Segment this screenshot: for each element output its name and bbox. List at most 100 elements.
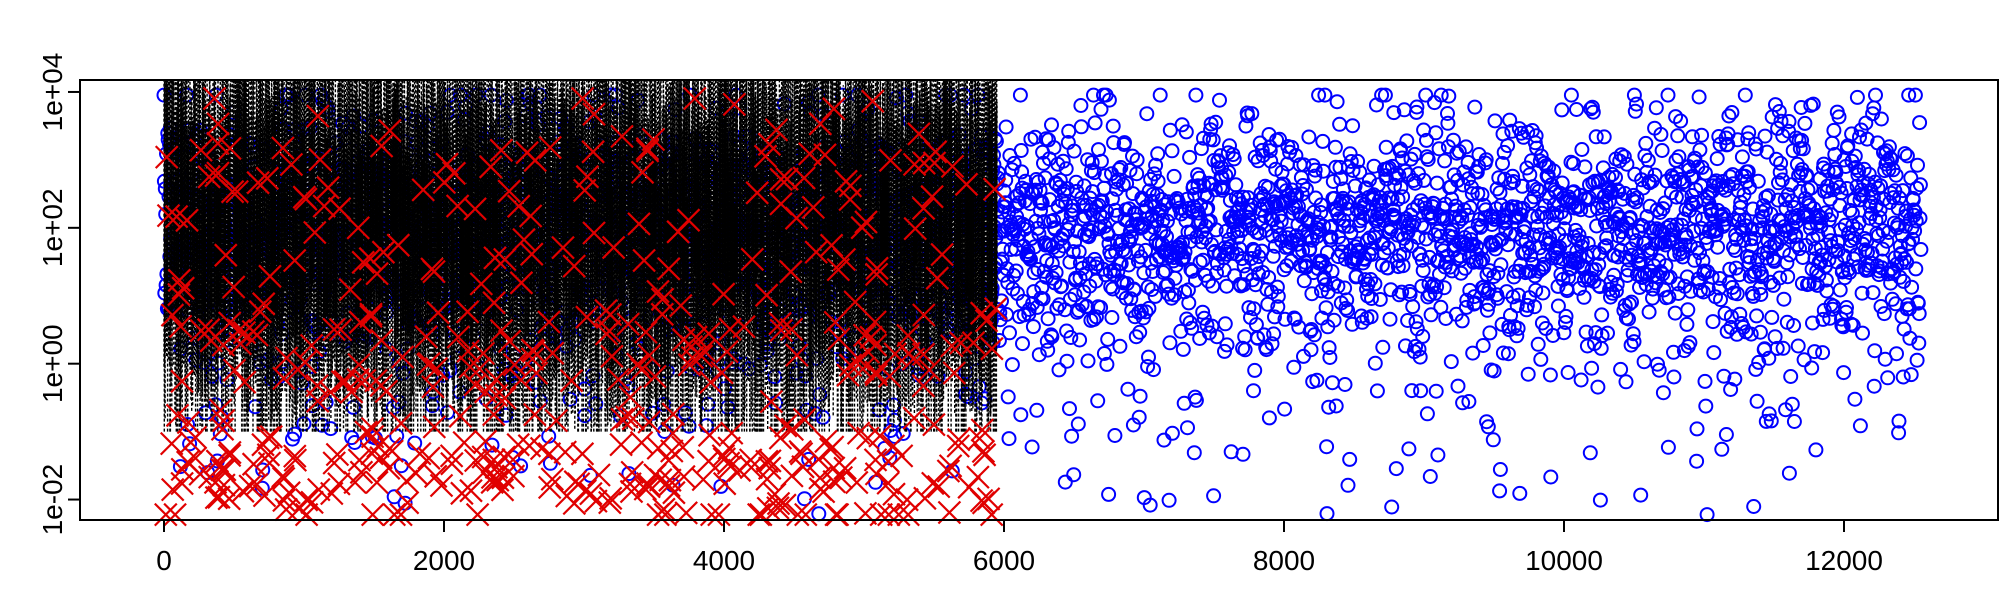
circle-point [1914,178,1927,191]
circle-point [1263,411,1276,424]
circle-point [578,409,591,422]
circle-point [1494,463,1507,476]
circle-point [1342,479,1355,492]
circle-point [1881,371,1894,384]
circle-point [1045,118,1058,131]
circle-point [1805,362,1818,375]
circle-point [1003,432,1016,445]
circle-point [1442,90,1455,103]
circle-point [1346,119,1359,132]
circle-point [1662,89,1675,102]
circle-point [1376,341,1389,354]
circle-point [817,411,830,424]
circle-point [1371,384,1384,397]
circle-point [1406,300,1419,313]
circle-point [1854,419,1867,432]
circle-point [1628,89,1641,102]
circle-point [1385,501,1398,514]
circle-point [1911,354,1924,367]
circle-point [1750,309,1763,322]
circle-point [1468,101,1481,114]
circle-point [1489,114,1502,127]
circle-point [1010,265,1023,278]
circle-point [1777,293,1790,306]
circle-point [1834,284,1847,297]
circle-point [1671,129,1684,142]
circle-point [1620,375,1633,388]
circle-point [1000,121,1013,134]
circle-point [1783,115,1796,128]
circle-point [1544,471,1557,484]
circle-point [1343,453,1356,466]
circle-point [1575,143,1588,156]
circle-point [1914,243,1927,256]
circle-point [1856,327,1869,340]
circle-point [1452,380,1465,393]
circle-point [1429,126,1442,139]
circle-point [1534,353,1547,366]
circle-point [1578,160,1591,173]
circle-point [1751,395,1764,408]
circle-point [1016,337,1029,350]
circle-point [1846,207,1859,220]
circle-point [1095,155,1108,168]
circle-point [1585,362,1598,375]
circle-point [1628,335,1641,348]
circle-point [1544,369,1557,382]
circle-point [1059,476,1072,489]
circle-point [1913,116,1926,129]
circle-point [1670,154,1683,167]
circle-point [1384,313,1397,326]
circle-point [1134,390,1147,403]
circle-point [798,492,811,505]
circle-point [1166,144,1179,157]
circle-point [1487,433,1500,446]
circle-point [1798,117,1811,130]
circle-point [812,507,825,520]
circle-point [1374,293,1387,306]
circle-point [1339,378,1352,391]
circle-point [1707,315,1720,328]
circle-point [1570,103,1583,116]
circle-point [1784,370,1797,383]
circle-point [1248,364,1261,377]
circle-point [1421,407,1434,420]
circle-point [1869,89,1882,102]
circle-point [1163,494,1176,507]
circle-point [1320,440,1333,453]
circle-point [1414,384,1427,397]
circle-point [1634,489,1647,502]
circle-point [1695,129,1708,142]
circle-point [1108,429,1121,442]
circle-point [1483,326,1496,339]
circle-point [1014,89,1027,102]
circle-point [1061,355,1074,368]
circle-point [1897,371,1910,384]
circle-point [1851,91,1864,104]
circle-point [1113,340,1126,353]
circle-point [1736,150,1749,163]
circle-point [1614,363,1627,376]
circle-point [1181,421,1194,434]
circle-point [1747,500,1760,513]
circle-point [1014,408,1027,421]
circle-point [1182,296,1195,309]
circle-point [1715,443,1728,456]
circle-point [1207,489,1220,502]
circle-point [1102,488,1115,501]
circle-point [1105,311,1118,324]
circle-point [1477,339,1490,352]
circle-point [1163,336,1176,349]
circle-point [1333,118,1346,131]
circle-point [1082,354,1095,367]
circle-point [1302,131,1315,144]
circle-point [1142,351,1155,364]
circle-point [1662,441,1675,454]
circle-point [1783,467,1796,480]
circle-point [1297,179,1310,192]
circle-point [1073,334,1086,347]
circle-point [1003,326,1016,339]
circle-point [1091,394,1104,407]
plot-points-layer [155,80,1928,526]
